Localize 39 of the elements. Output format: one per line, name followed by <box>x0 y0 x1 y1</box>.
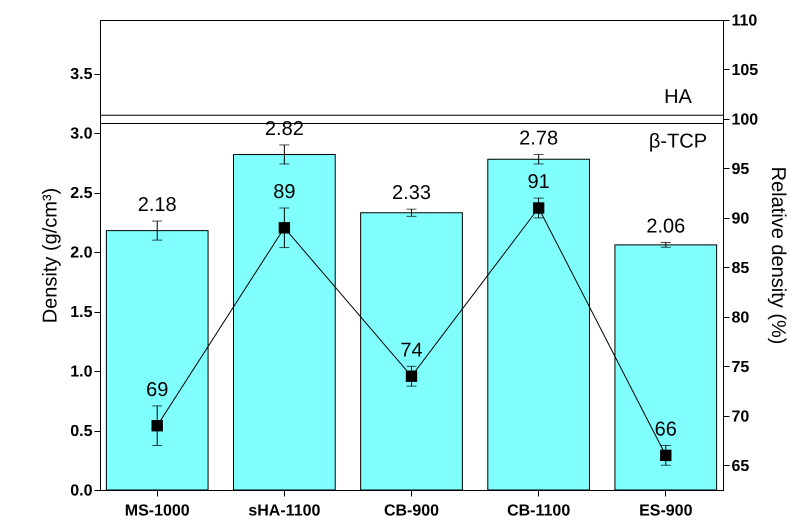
data-label: 69 <box>146 378 168 401</box>
data-label: 2.06 <box>646 216 686 238</box>
y2-tick-label: 70 <box>732 408 750 426</box>
y-tick-label: 2.5 <box>70 185 93 202</box>
y2-tick-label: 100 <box>732 111 758 128</box>
y-tick-label: 2.0 <box>70 244 93 262</box>
y2-tick-label: 85 <box>732 260 750 277</box>
y2-axis-title: Relative density (%) <box>767 166 790 344</box>
y-tick-label: 3.5 <box>70 66 93 84</box>
y2-tick-label: 65 <box>732 458 750 475</box>
x-tick-label: ES-900 <box>639 502 693 520</box>
y2-tick-label: 75 <box>732 358 750 376</box>
y2-tick-label: 80 <box>732 309 750 326</box>
x-tick-label: MS-1000 <box>124 502 190 520</box>
ref-line-label: HA <box>664 86 693 108</box>
ref-line-label: β-TCP <box>648 130 708 153</box>
y2-tick-label: 90 <box>732 210 750 228</box>
y-axis-title: Density (g/cm³) <box>39 188 62 324</box>
data-label: 74 <box>400 339 423 362</box>
y2-tick-label: 110 <box>732 12 758 30</box>
y-tick-label: 0.0 <box>70 482 93 500</box>
data-label: 91 <box>528 171 550 194</box>
point <box>278 222 290 234</box>
data-label: 2.78 <box>519 127 558 150</box>
data-label: 2.18 <box>138 194 177 216</box>
x-tick-label: sHA-1100 <box>248 502 320 520</box>
point <box>660 450 672 462</box>
y-tick-label: 0.5 <box>70 423 93 440</box>
x-tick-label: CB-900 <box>384 502 440 520</box>
x-tick-label: CB-1100 <box>507 502 570 520</box>
data-label: 89 <box>273 181 296 203</box>
point <box>152 420 163 432</box>
y2-tick-label: 95 <box>732 160 750 178</box>
data-label: 2.33 <box>392 182 431 204</box>
y2-tick-label: 105 <box>732 62 758 79</box>
y-tick-label: 3.0 <box>70 126 93 143</box>
data-label: 66 <box>654 418 677 440</box>
y-tick-label: 1.0 <box>70 364 93 381</box>
y-tick-label: 1.5 <box>70 304 93 322</box>
